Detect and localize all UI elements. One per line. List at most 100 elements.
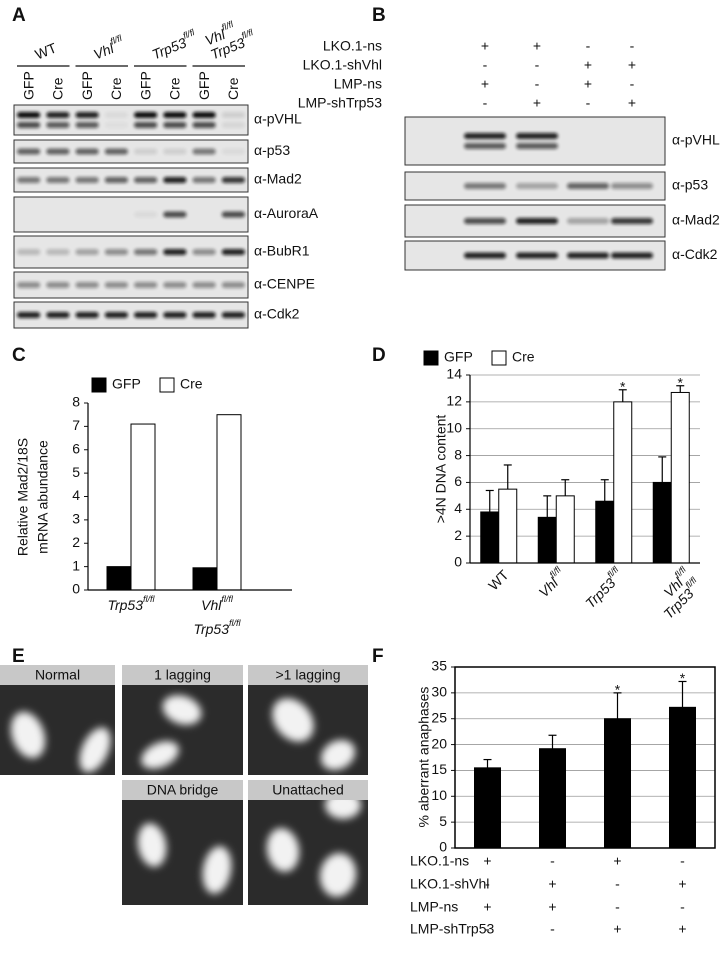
blot-band (192, 249, 216, 255)
genotype-label: Trp53fl/fl (107, 594, 155, 612)
lane-label: GFP (196, 71, 212, 100)
genotype-label: WT (485, 566, 512, 593)
blot-band (17, 312, 41, 318)
y-tick-label: 4 (72, 487, 80, 503)
blot-band (104, 249, 128, 255)
panel-label: F (372, 646, 384, 667)
legend-label: GFP (112, 376, 141, 392)
significance-mark: * (620, 378, 626, 394)
significance-mark: * (615, 682, 621, 698)
blot-band (464, 143, 506, 149)
gene-name: Trp53 (107, 597, 143, 613)
antibody-label: α-AuroraA (254, 205, 319, 221)
bar (670, 391, 690, 564)
blot-band (46, 148, 70, 155)
genotype-label: Vhlfl/fl (201, 594, 234, 612)
condition-mark: + (481, 76, 489, 92)
allele-label: fl/fl (221, 594, 234, 604)
blot-band (163, 112, 187, 118)
y-tick-label: 1 (72, 557, 80, 573)
condition-mark: + (584, 76, 592, 92)
micrograph-caption: Unattached (272, 782, 344, 798)
blot-band (104, 312, 128, 318)
blot-band (134, 211, 158, 218)
y-tick-label: 0 (454, 554, 462, 570)
y-tick-label: 4 (454, 500, 462, 516)
blot-band (221, 177, 245, 183)
blot-band (611, 183, 653, 189)
y-tick-label: 8 (72, 394, 80, 410)
blot-band (75, 312, 99, 318)
gene-name: WT (33, 39, 60, 62)
condition-mark: - (615, 876, 620, 892)
condition-mark: - (485, 876, 490, 892)
micrograph-caption: DNA bridge (147, 782, 219, 798)
lane-label: Cre (108, 77, 124, 100)
category-group: WT (485, 566, 512, 593)
chromatin (79, 727, 111, 773)
condition-mark: - (586, 38, 591, 54)
condition-label: LMP-ns (334, 76, 382, 92)
condition-mark: - (630, 38, 635, 54)
blot-band (192, 282, 216, 288)
condition-label: LKO.1-shVhl (410, 876, 489, 892)
chromatin (137, 823, 167, 867)
y-tick-label: 6 (72, 440, 80, 456)
y-tick-label: 15 (431, 761, 447, 777)
chromatin (272, 698, 314, 742)
bar (652, 481, 672, 564)
antibody-label: α-Mad2 (254, 171, 302, 187)
blot-band (192, 177, 216, 183)
blot-band (104, 282, 128, 288)
y-tick-label: 12 (446, 393, 462, 409)
condition-mark: - (586, 95, 591, 111)
blot-band (163, 211, 187, 218)
lane-label: Cre (225, 77, 241, 100)
chromatin (266, 828, 300, 872)
blot-band (17, 177, 41, 183)
y-tick-label: 25 (431, 709, 447, 725)
blot-band (567, 183, 609, 189)
category-group: Trp53fl/fl (582, 564, 621, 611)
blot-band (46, 312, 70, 318)
blot-band (516, 133, 558, 139)
blot-band (46, 112, 70, 118)
allele-label: fl/fl (182, 27, 197, 41)
blot-band (516, 252, 558, 259)
condition-mark: - (680, 899, 685, 915)
blot-band (192, 122, 216, 128)
genotype-group: Vhlfl/fl (91, 33, 124, 62)
blot-band (17, 249, 41, 255)
allele-label: fl/fl (109, 33, 124, 47)
bar (537, 516, 557, 564)
genotype-label: Vhlfl/fl (202, 19, 239, 48)
antibody-label: α-pVHL (254, 111, 302, 127)
blot-band (105, 122, 128, 128)
genotype-label: Vhlfl/fl (534, 564, 570, 600)
micrograph-caption-bg (248, 665, 368, 685)
condition-mark: + (481, 38, 489, 54)
blot-band (75, 177, 99, 183)
micrograph-caption-bg (122, 780, 243, 800)
blot-band (221, 282, 245, 288)
y-tick-label: 8 (454, 446, 462, 462)
chromatin (141, 741, 179, 769)
antibody-label: α-p53 (672, 177, 708, 193)
condition-label: LKO.1-shVhl (303, 57, 382, 73)
y-tick-label: 30 (431, 684, 447, 700)
blot-band (464, 218, 506, 224)
y-tick-label: 2 (454, 527, 462, 543)
blot-band (134, 177, 158, 183)
legend-label: Cre (512, 349, 535, 365)
blot-strip (13, 139, 249, 164)
lane-label: GFP (137, 71, 153, 100)
condition-mark: - (483, 95, 488, 111)
gene-name: Vhl (202, 26, 228, 49)
y-tick-label: 10 (446, 419, 462, 435)
gene-name: WT (485, 566, 512, 593)
blot-band (46, 249, 70, 255)
